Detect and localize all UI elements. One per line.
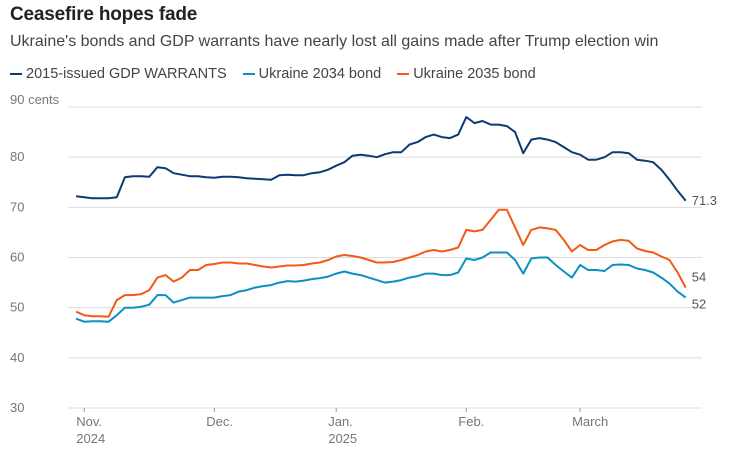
- legend-label-2035-bond: Ukraine 2035 bond: [413, 66, 536, 82]
- legend-item-gdp-warrants: 2015-issued GDP WARRANTS: [10, 66, 227, 82]
- end-label-ukraine-2035-bond: 54: [692, 270, 706, 285]
- x-tick-label-3: Feb.: [458, 414, 484, 429]
- y-tick-label-80: 80: [10, 149, 24, 164]
- series-line-2015-issued-gdp-warrants: [75, 116, 687, 202]
- x-tick-year-2: 2025: [328, 431, 357, 446]
- x-tick-label-4: March: [572, 414, 608, 429]
- end-label-ukraine-2034-bond: 52: [692, 297, 706, 312]
- end-label-2015-issued-gdp-warrants: 71.3: [692, 193, 717, 208]
- chart-subtitle: Ukraine's bonds and GDP warrants have ne…: [10, 33, 659, 50]
- x-tick-label-2: Jan.: [328, 414, 353, 429]
- series-line-ukraine-2035-bond: [75, 208, 687, 318]
- chart-title: Ceasefire hopes fade: [10, 4, 198, 25]
- legend-item-2034-bond: Ukraine 2034 bond: [242, 66, 382, 82]
- legend-item-2035-bond: Ukraine 2035 bond: [397, 66, 536, 82]
- y-tick-label-70: 70: [10, 199, 24, 214]
- y-tick-label-60: 60: [10, 250, 24, 265]
- y-tick-label-50: 50: [10, 300, 24, 315]
- y-tick-label-90: 90 cents: [10, 92, 60, 107]
- x-tick-label-1: Dec.: [206, 414, 233, 429]
- legend: 2015-issued GDP WARRANTS Ukraine 2034 bo…: [10, 66, 536, 82]
- series-line-ukraine-2034-bond: [75, 251, 687, 323]
- legend-label-gdp-warrants: 2015-issued GDP WARRANTS: [26, 66, 227, 82]
- y-tick-label-40: 40: [10, 350, 24, 365]
- legend-label-2034-bond: Ukraine 2034 bond: [258, 66, 382, 82]
- y-tick-label-30: 30: [10, 400, 24, 415]
- legend-swatch-2034-bond: [242, 73, 255, 75]
- legend-swatch-gdp-warrants: [10, 73, 22, 75]
- x-tick-year-0: 2024: [76, 431, 105, 446]
- x-tick-label-0: Nov.: [76, 414, 102, 429]
- legend-swatch-2035-bond: [397, 73, 410, 75]
